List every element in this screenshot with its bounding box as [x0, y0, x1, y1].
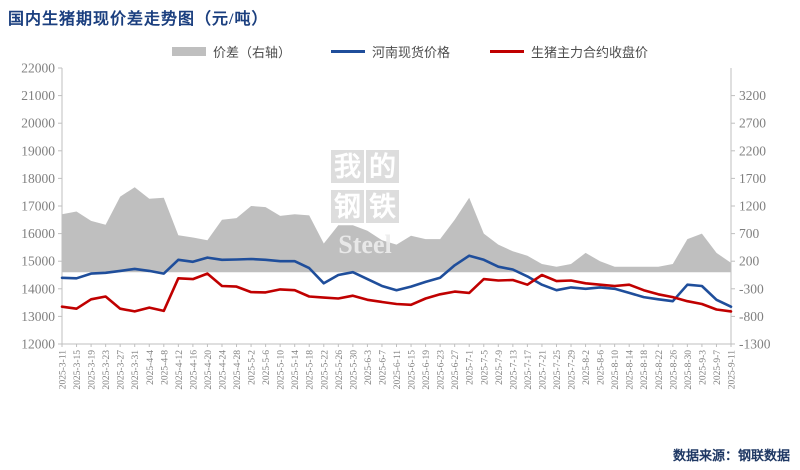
date-tick-label: 2025-8-6 — [597, 350, 607, 385]
date-tick-label: 2025-3-15 — [73, 350, 83, 390]
legend-item-spread: 价差（右轴） — [171, 42, 291, 61]
right-tick-label: 200 — [739, 254, 760, 269]
date-tick-label: 2025-7-25 — [553, 350, 563, 390]
watermark-block — [331, 190, 364, 223]
futures-line-swatch — [490, 50, 524, 53]
date-tick-label: 2025-8-10 — [611, 350, 621, 390]
watermark-word: Steel — [338, 230, 391, 259]
date-tick-label: 2025-5-26 — [335, 350, 345, 390]
date-tick-label: 2025-8-2 — [582, 350, 592, 385]
date-tick-label: 2025-3-27 — [117, 350, 127, 390]
right-tick-label: -300 — [739, 281, 764, 296]
date-tick-label: 2025-4-12 — [175, 350, 185, 390]
legend: 价差（右轴） 河南现货价格 生猪主力合约收盘价 — [60, 42, 760, 61]
date-tick-label: 2025-8-18 — [640, 350, 650, 390]
date-tick-label: 2025-9-3 — [698, 350, 708, 385]
right-tick-label: 700 — [739, 226, 760, 241]
date-tick-label: 2025-9-11 — [728, 350, 738, 389]
watermark-char: 的 — [369, 151, 396, 182]
date-tick-label: 2025-6-3 — [364, 350, 374, 385]
left-tick-label: 12000 — [21, 337, 55, 352]
date-tick-label: 2025-3-23 — [102, 350, 112, 390]
right-tick-label: 1200 — [739, 199, 766, 214]
right-tick-label: 1700 — [739, 171, 766, 186]
date-tick-label: 2025-3-11 — [59, 350, 69, 389]
watermark-char: 我 — [334, 152, 361, 182]
date-tick-label: 2025-7-17 — [524, 350, 534, 390]
left-tick-label: 14000 — [21, 281, 55, 296]
date-tick-label: 2025-5-6 — [262, 350, 272, 385]
date-tick-label: 2025-7-21 — [538, 350, 548, 390]
date-tick-label: 2025-6-11 — [393, 350, 403, 389]
legend-label-spread: 价差（右轴） — [212, 45, 291, 60]
spot-price-line — [60, 254, 733, 309]
page-title: 国内生猪期现价差走势图（元/吨） — [8, 11, 269, 28]
watermark-block — [331, 150, 364, 183]
left-tick-label: 20000 — [21, 116, 55, 131]
date-tick-label: 2025-5-30 — [349, 350, 359, 390]
date-tick-label: 2025-8-14 — [626, 350, 636, 390]
date-tick-label: 2025-5-2 — [248, 350, 258, 385]
futures-price-line — [60, 272, 733, 313]
watermark-char: 钢 — [334, 192, 361, 222]
date-tick-label: 2025-7-9 — [495, 350, 505, 385]
right-tick-label: -800 — [739, 309, 764, 324]
left-tick-label: 19000 — [21, 143, 55, 158]
date-tick-label: 2025-5-14 — [291, 350, 301, 390]
date-tick-label: 2025-5-10 — [277, 350, 287, 390]
date-tick-label: 2025-6-15 — [408, 350, 418, 390]
date-tick-label: 2025-6-23 — [437, 350, 447, 390]
watermark-char: 铁 — [369, 192, 396, 222]
left-tick-label: 21000 — [21, 88, 55, 103]
spot-line-swatch — [330, 50, 365, 53]
date-tick-label: 2025-3-19 — [88, 350, 98, 390]
spread-area-swatch — [171, 47, 206, 56]
date-tick-label: 2025-8-22 — [655, 350, 665, 390]
data-source: 数据来源：钢联数据 — [672, 448, 790, 463]
legend-item-futures: 生猪主力合约收盘价 — [490, 42, 648, 61]
date-tick-label: 2025-6-7 — [378, 350, 388, 385]
date-tick-label: 2025-5-18 — [306, 350, 316, 390]
left-tick-label: 18000 — [21, 171, 55, 186]
left-tick-label: 15000 — [21, 254, 55, 269]
watermark-block — [366, 150, 399, 183]
left-tick-label: 13000 — [21, 309, 55, 324]
date-tick-label: 2025-4-24 — [218, 350, 228, 390]
left-tick-label: 22000 — [21, 61, 55, 76]
legend-label-futures: 生猪主力合约收盘价 — [531, 45, 649, 60]
date-tick-label: 2025-4-4 — [146, 350, 156, 385]
date-tick-label: 2025-6-19 — [422, 350, 432, 390]
date-tick-label: 2025-6-27 — [451, 350, 461, 390]
right-tick-label: -1300 — [739, 337, 771, 352]
date-tick-label: 2025-4-16 — [189, 350, 199, 390]
legend-item-spot: 河南现货价格 — [330, 42, 450, 61]
watermark-block — [366, 190, 399, 223]
date-tick-label: 2025-7-13 — [509, 350, 519, 390]
date-tick-label: 2025-7-5 — [480, 350, 490, 385]
left-tick-label: 17000 — [21, 199, 55, 214]
left-tick-label: 16000 — [21, 226, 55, 241]
right-tick-label: 3200 — [739, 88, 766, 103]
right-tick-label: 2200 — [739, 143, 766, 158]
legend-label-spot: 河南现货价格 — [371, 45, 450, 60]
date-tick-label: 2025-8-30 — [684, 350, 694, 390]
date-tick-label: 2025-4-20 — [204, 350, 214, 390]
watermark: 我的钢 铁 Steel — [331, 150, 399, 259]
date-tick-label: 2025-4-28 — [233, 350, 243, 390]
date-tick-label: 2025-4-8 — [160, 350, 170, 385]
date-tick-label: 2025-7-29 — [568, 350, 578, 390]
date-tick-label: 2025-3-31 — [131, 350, 141, 390]
date-tick-label: 2025-5-22 — [320, 350, 330, 390]
date-tick-label: 2025-9-7 — [713, 350, 723, 385]
date-tick-label: 2025-7-1 — [466, 350, 476, 385]
spread-area-series — [62, 187, 731, 273]
date-tick-label: 2025-8-26 — [669, 350, 679, 390]
right-tick-label: 2700 — [739, 116, 766, 131]
